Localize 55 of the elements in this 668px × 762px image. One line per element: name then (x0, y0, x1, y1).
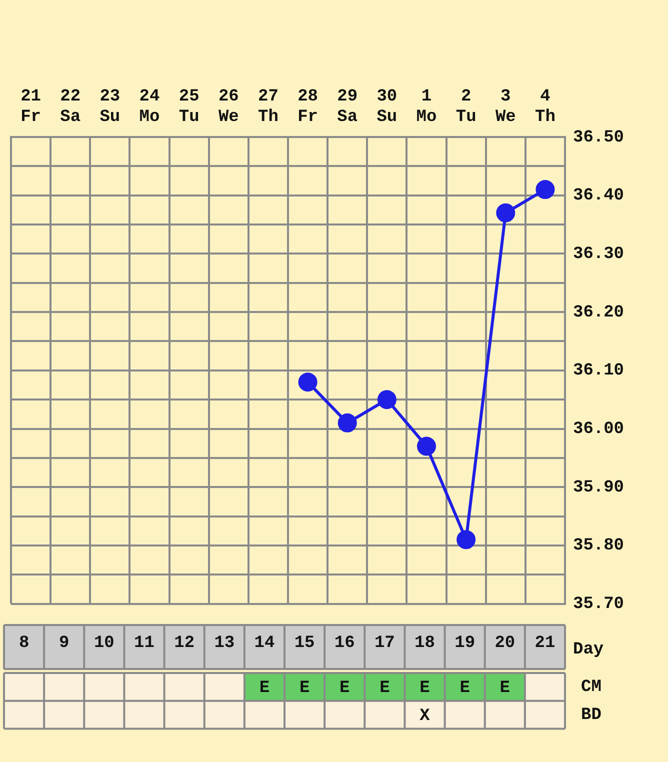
y-tick-label: 35.90 (573, 478, 624, 498)
y-tick-label: 36.10 (573, 362, 624, 381)
x-tick-label: 8 (18, 634, 30, 654)
x-tick-label: 16 (334, 634, 355, 654)
point (298, 372, 318, 392)
text: E (259, 679, 270, 698)
x-tick-label: 12 (174, 634, 195, 654)
text: E (380, 679, 390, 698)
point (536, 180, 555, 200)
point (456, 530, 476, 550)
x-tick-label: 11 (134, 634, 154, 654)
x-tick-label: 20 (494, 634, 516, 654)
x-tick-label: 17 (374, 634, 395, 654)
x-tick-label: 30 Su (376, 88, 398, 128)
x-tick-label: 13 (214, 634, 235, 654)
x-tick-label: 26 We (218, 88, 239, 128)
x-tick-label: 24 Mo (139, 88, 160, 128)
x-tick-label: 19 (454, 634, 476, 654)
x-tick-label: 4 Th (535, 88, 556, 128)
x-tick-label: 18 (414, 634, 435, 654)
y-tick-label: 36.20 (573, 303, 624, 322)
x-tick-label: 21 Fr (20, 88, 41, 128)
x-tick-label: 25 Tu (178, 88, 200, 128)
x-tick-label: 28 Fr (298, 88, 318, 128)
point (496, 203, 516, 222)
text: X (420, 707, 430, 726)
x-tick-label: 9 (59, 634, 70, 654)
y-tick-label: 36.30 (573, 244, 624, 264)
x-tick-label: 1 Mo (416, 88, 437, 128)
y-tick-label: BD (581, 706, 602, 726)
x-tick-label: 2 Tu (456, 88, 476, 128)
y-tick-label: 36.50 (573, 128, 624, 148)
x-axis-title: Day (573, 640, 604, 660)
x-tick-label: 22 Sa (60, 88, 81, 128)
y-tick-label: 35.70 (573, 595, 624, 614)
point (417, 436, 436, 456)
y-tick-label: CM (581, 678, 602, 698)
text: E (460, 679, 470, 698)
text: E (340, 679, 350, 698)
text: E (420, 679, 430, 698)
x-tick-label: 23 Su (100, 88, 120, 128)
x-tick-label: 10 (94, 634, 114, 654)
point (338, 413, 357, 432)
text: E (500, 679, 510, 698)
y-tick-label: 36.40 (573, 186, 624, 206)
x-tick-label: 21 (534, 634, 556, 654)
point (377, 390, 396, 410)
x-tick-label: 27 Th (258, 88, 278, 128)
y-tick-label: 35.80 (573, 536, 624, 556)
x-tick-label: 3 We (495, 88, 516, 128)
text: E (299, 679, 310, 698)
y-tick-label: 36.00 (573, 420, 624, 440)
x-tick-label: 14 (254, 634, 275, 654)
x-tick-label: 29 Sa (337, 88, 358, 128)
x-tick-label: 15 (294, 634, 315, 654)
